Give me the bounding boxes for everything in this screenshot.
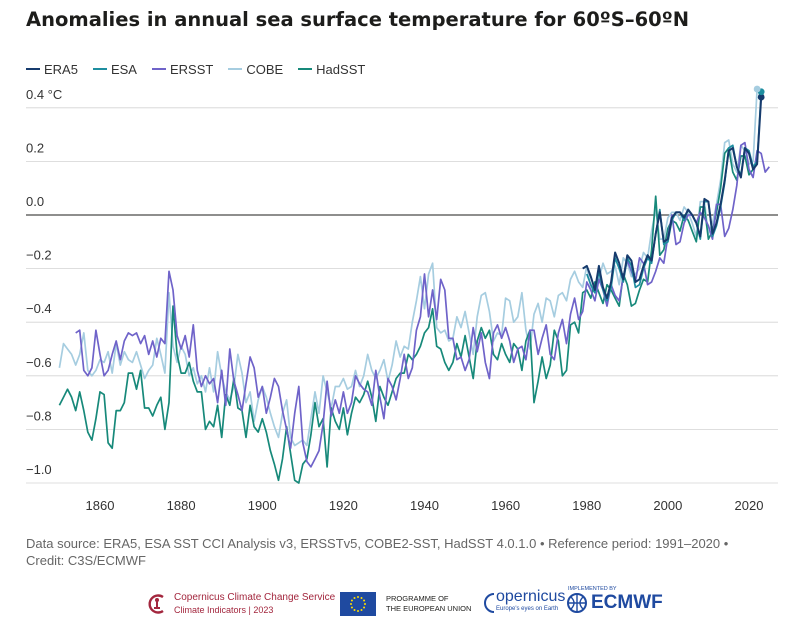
legend-label: ERA5 — [44, 61, 78, 77]
eu-star-icon — [363, 606, 366, 609]
series-markers — [753, 85, 765, 101]
legend-swatch — [228, 68, 243, 70]
legend-item-cobe: COBE — [228, 62, 283, 77]
x-tick-label: 1860 — [86, 498, 115, 513]
chart-title: Anomalies in annual sea surface temperat… — [26, 8, 690, 31]
footer-logos: Copernicus Climate Change Service Climat… — [0, 586, 796, 628]
x-tick-label: 1920 — [329, 498, 358, 513]
ecmwf-name: ECMWF — [591, 592, 663, 613]
eu-programme-logo: PROGRAMME OF THE EUROPEAN UNION — [340, 592, 471, 616]
grid-lines — [26, 107, 778, 484]
legend-item-era5: ERA5 — [26, 62, 78, 77]
eu-star-icon — [353, 609, 356, 612]
eu-star-icon — [364, 603, 366, 605]
series-line-cobe — [58, 88, 758, 447]
eu-star-icon — [350, 603, 352, 605]
eu-text-line2: THE EUROPEAN UNION — [386, 604, 472, 613]
eu-star-icon — [357, 596, 359, 598]
x-tick-label: 1880 — [167, 498, 196, 513]
ecmwf-tag: IMPLEMENTED BY — [568, 586, 617, 592]
x-tick-label: 2020 — [735, 498, 764, 513]
eu-star-icon — [350, 606, 353, 609]
data-source-note: Data source: ERA5, ESA SST CCI Analysis … — [26, 535, 766, 569]
copernicus-name: opernicus — [496, 588, 566, 605]
line-chart: 0.4 °C 0.2 0.0 −0.2 −0.4 −0.6 −0.8 −1.0 1860 188… — [26, 85, 778, 513]
eu-star-icon — [357, 610, 359, 612]
y-axis-labels: 0.4 °C 0.2 0.0 −0.2 −0.4 −0.6 −0.8 −1.0 — [26, 87, 62, 477]
copernicus-climate-icon — [148, 594, 164, 614]
legend-swatch — [92, 68, 107, 70]
legend-item-hadsst: HadSST — [298, 62, 365, 77]
y-tick-label: −0.8 — [26, 408, 52, 423]
chart-legend: ERA5 ESA ERSST COBE HadSST — [26, 61, 380, 77]
eu-flag-icon — [340, 592, 376, 616]
x-tick-label: 1900 — [248, 498, 277, 513]
x-tick-label: 1940 — [410, 498, 439, 513]
copernicus-climate-sub: Climate Indicators | 2023 — [174, 605, 274, 615]
final-point-cobe — [753, 85, 761, 93]
legend-label: HadSST — [316, 61, 366, 77]
x-tick-label: 1980 — [572, 498, 601, 513]
credit-line: Credit: C3S/ECMWF — [26, 553, 146, 568]
eu-star-icon — [353, 596, 356, 599]
legend-swatch — [151, 68, 166, 70]
series-line-era5 — [582, 97, 763, 300]
series-line-hadsst — [58, 147, 754, 484]
y-tick-label: −0.2 — [26, 248, 52, 263]
legend-item-esa: ESA — [92, 61, 137, 77]
eu-star-icon — [360, 596, 363, 599]
ecmwf-globe-icon — [567, 593, 587, 613]
data-source-line: Data source: ERA5, ESA SST CCI Analysis … — [26, 536, 729, 551]
copernicus-climate-logo: Copernicus Climate Change Service Climat… — [146, 592, 335, 616]
y-tick-label: −0.6 — [26, 355, 52, 370]
y-tick-label: 0.4 °C — [26, 87, 62, 102]
y-tick-label: −0.4 — [26, 301, 52, 316]
x-axis-labels: 1860 1880 1900 1920 1940 1960 1980 2000 2020 — [86, 498, 764, 513]
y-tick-label: 0.2 — [26, 140, 44, 155]
y-tick-label: −1.0 — [26, 462, 52, 477]
y-tick-label: 0.0 — [26, 194, 44, 209]
copernicus-c-icon — [484, 593, 495, 613]
series-line-ersst — [75, 141, 770, 468]
copernicus-climate-name: Copernicus Climate Change Service — [174, 592, 336, 603]
eu-star-icon — [360, 609, 363, 612]
copernicus-sub: Europe's eyes on Earth — [496, 606, 559, 612]
series-lines — [58, 88, 770, 484]
x-tick-label: 1960 — [491, 498, 520, 513]
legend-label: ESA — [110, 61, 137, 77]
legend-label: ERSST — [169, 61, 214, 77]
final-point-era5 — [757, 93, 765, 101]
legend-swatch — [26, 68, 40, 70]
ecmwf-logo: IMPLEMENTED BY ECMWF — [566, 586, 663, 614]
x-tick-label: 2000 — [653, 498, 682, 513]
legend-label: COBE — [246, 61, 284, 77]
legend-item-ersst: ERSST — [151, 61, 214, 77]
eu-star-icon — [363, 599, 366, 602]
copernicus-logo: opernicus Europe's eyes on Earth — [482, 588, 566, 616]
eu-text-line1: PROGRAMME OF — [386, 594, 449, 603]
eu-star-icon — [350, 599, 353, 602]
legend-swatch — [298, 68, 313, 70]
